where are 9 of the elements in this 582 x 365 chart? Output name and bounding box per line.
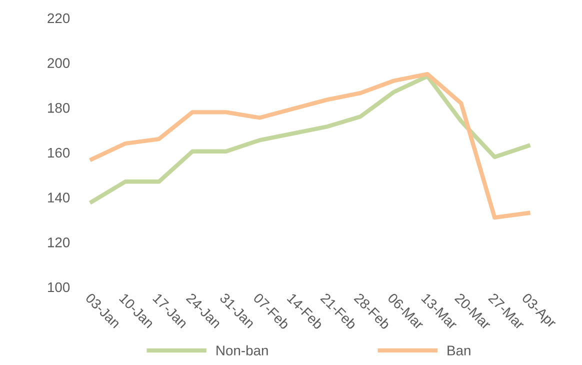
y-tick-label: 200 — [48, 58, 70, 68]
y-tick-label: 140 — [48, 192, 70, 203]
y-tick-label: 220 — [48, 13, 70, 24]
y-tick-label: 120 — [48, 238, 70, 248]
legend-label: Ban — [448, 346, 470, 356]
y-tick-label: 100 — [48, 282, 70, 292]
y-tick-label: 160 — [48, 148, 70, 158]
y-tick-label: 180 — [48, 103, 70, 113]
legend-label: Non-ban — [216, 345, 268, 356]
